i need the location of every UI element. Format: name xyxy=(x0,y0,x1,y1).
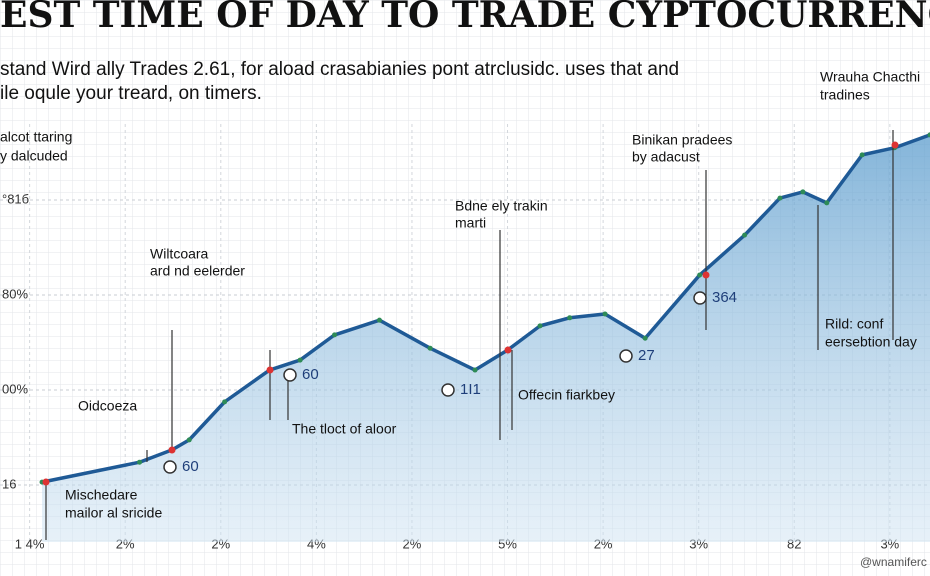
point xyxy=(824,200,830,206)
marker xyxy=(702,271,710,279)
marker xyxy=(266,366,274,374)
callout-label: 364 xyxy=(712,289,737,306)
point xyxy=(777,195,783,201)
subtitle: stand Wird ally Trades 2.61, for aload c… xyxy=(0,59,679,80)
annotation: Mischedare xyxy=(65,487,138,503)
point xyxy=(297,357,303,363)
point xyxy=(742,232,748,238)
point xyxy=(137,459,143,465)
callout-label: 60 xyxy=(302,366,319,383)
callout-badge xyxy=(619,349,633,363)
point xyxy=(642,335,648,341)
annotation: mailor al sricide xyxy=(65,505,162,521)
chart-title: EST TIME OF DAY TO TRADE CYPTOCURRENCY xyxy=(0,0,930,36)
y-tick-label: 80% xyxy=(2,286,28,301)
annotation: @wnamiferc xyxy=(860,555,927,569)
area-fill xyxy=(42,134,930,542)
annotation: tradines xyxy=(820,87,870,103)
subtitle: ile oqule your treard, on timers. xyxy=(0,83,262,104)
line xyxy=(41,133,930,484)
point xyxy=(537,323,543,329)
callout-badge xyxy=(163,460,177,474)
point xyxy=(376,317,382,323)
callout-label: 60 xyxy=(182,458,199,475)
y-tick-label: 00% xyxy=(2,381,28,396)
annotation: eersebtion day xyxy=(825,334,917,350)
annotation: ard nd eelerder xyxy=(150,263,245,279)
annotation: y dalcuded xyxy=(0,148,68,164)
point xyxy=(222,399,228,405)
callout-label: 27 xyxy=(638,347,655,364)
marker xyxy=(891,141,899,149)
annotation: Binikan pradees xyxy=(632,132,732,148)
x-tick-label: 1 4% xyxy=(15,536,45,551)
point xyxy=(859,152,865,158)
callout-label: 1Ӏ1 xyxy=(460,381,481,398)
point xyxy=(472,367,478,373)
callout-badge xyxy=(283,368,297,382)
annotation: Wiltcoara xyxy=(150,246,209,262)
point xyxy=(332,332,338,338)
callout-badge xyxy=(441,383,455,397)
annotation: Oidcoeza xyxy=(78,398,137,414)
marker xyxy=(504,346,512,354)
point xyxy=(427,345,433,351)
annotation: by adacust xyxy=(632,149,700,165)
annotation: Rild: conf xyxy=(825,316,883,332)
point xyxy=(186,437,192,443)
callout-badge xyxy=(693,291,707,305)
y-tick-label: 16 xyxy=(2,476,16,491)
point xyxy=(927,132,930,138)
point xyxy=(602,311,608,317)
marker xyxy=(168,446,176,454)
y-tick-label: °81б xyxy=(2,191,29,206)
annotation: The tloct of aloor xyxy=(292,421,397,437)
annotation: Offecin fiarkbey xyxy=(518,387,615,403)
annotation: marti xyxy=(455,215,486,231)
point xyxy=(697,272,703,278)
annotation: alcot ttaring xyxy=(0,129,72,145)
point xyxy=(567,315,573,321)
annotation: Bdne ely trakin xyxy=(455,198,548,214)
marker xyxy=(42,478,50,486)
annotation: Wrauha Chacthi xyxy=(820,69,920,85)
point xyxy=(800,189,806,195)
